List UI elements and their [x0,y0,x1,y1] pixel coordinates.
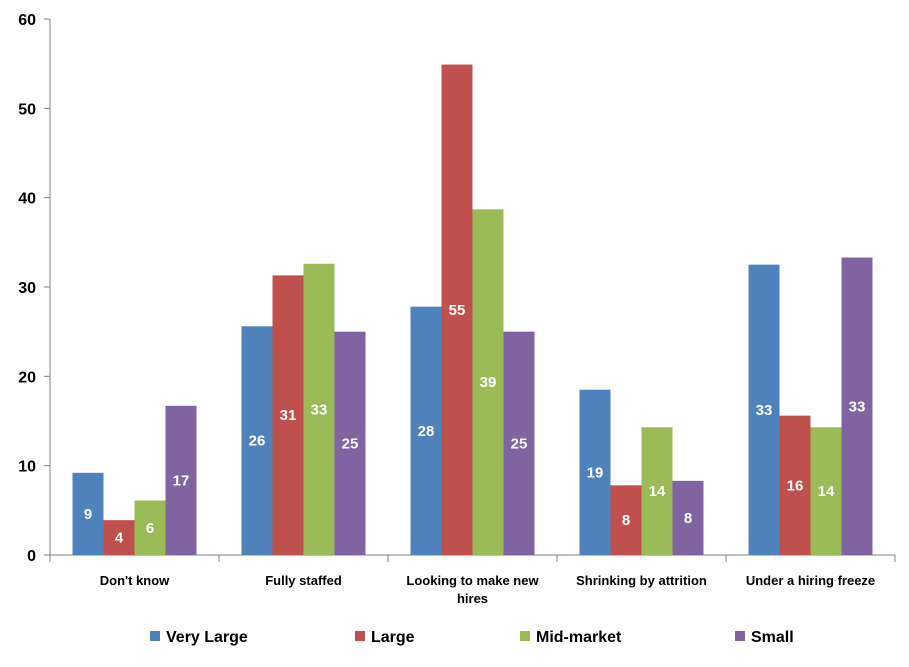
data-label: 16 [787,477,804,494]
bar [672,480,704,555]
bar [503,331,535,555]
data-label: 9 [84,506,92,523]
bar [841,257,873,555]
data-label: 4 [115,530,124,547]
legend: Very Large Large Mid-market Small [150,629,794,646]
legend-label: Small [751,629,794,646]
bar [134,500,166,555]
axes: 0 10 20 30 40 50 60 Don't know Fully staffed Look… [18,12,896,606]
bar [610,485,642,555]
legend-swatch [355,631,365,641]
data-labels: 9 4 6 17 26 31 33 25 28 55 39 25 19 8 14 8 33 16 14 33 [84,302,866,547]
x-tick-label: Fully staffed [265,573,342,588]
bar [779,415,811,555]
y-tick-label: 60 [18,12,36,29]
bar [103,520,135,555]
legend-label: Large [371,629,415,646]
data-label: 28 [418,423,435,440]
bar [810,427,842,555]
x-tick-label: Shrinking by attrition [576,573,707,588]
data-label: 33 [849,398,866,415]
y-tick-label: 50 [18,101,36,118]
bar [579,389,611,555]
data-label: 33 [756,402,773,419]
data-label: 14 [818,483,835,500]
data-label: 17 [173,472,190,489]
bar [241,326,273,555]
y-tick-label: 0 [27,548,36,565]
bar [165,405,197,555]
data-label: 33 [311,401,328,418]
data-label: 25 [511,435,528,452]
data-label: 14 [649,483,666,500]
bar [72,472,104,555]
bar [334,331,366,555]
bar [472,209,504,555]
bar [441,64,473,555]
bars [72,64,873,555]
legend-swatch [735,631,745,641]
data-label: 39 [480,374,497,391]
x-tick-label: Under a hiring freeze [746,573,875,588]
legend-swatch [150,631,160,641]
data-label: 31 [280,407,297,424]
y-tick-label: 10 [18,459,36,476]
bar [641,427,673,555]
data-label: 25 [342,435,359,452]
x-tick-label: Don't know [100,573,170,588]
data-label: 19 [587,464,604,481]
data-label: 6 [146,520,154,537]
data-label: 8 [622,512,630,529]
legend-label: Very Large [166,629,248,646]
y-tick-label: 20 [18,369,36,386]
y-tick-label: 30 [18,280,36,297]
x-tick-label: Looking to make new hires [406,573,539,606]
data-label: 26 [249,433,266,450]
legend-label: Mid-market [536,629,622,646]
bar [410,306,442,555]
data-label: 8 [684,510,692,527]
y-tick-label: 40 [18,191,36,208]
legend-swatch [520,631,530,641]
data-label: 55 [449,302,466,319]
bar [272,275,304,555]
bar [748,264,780,555]
bar [303,263,335,555]
